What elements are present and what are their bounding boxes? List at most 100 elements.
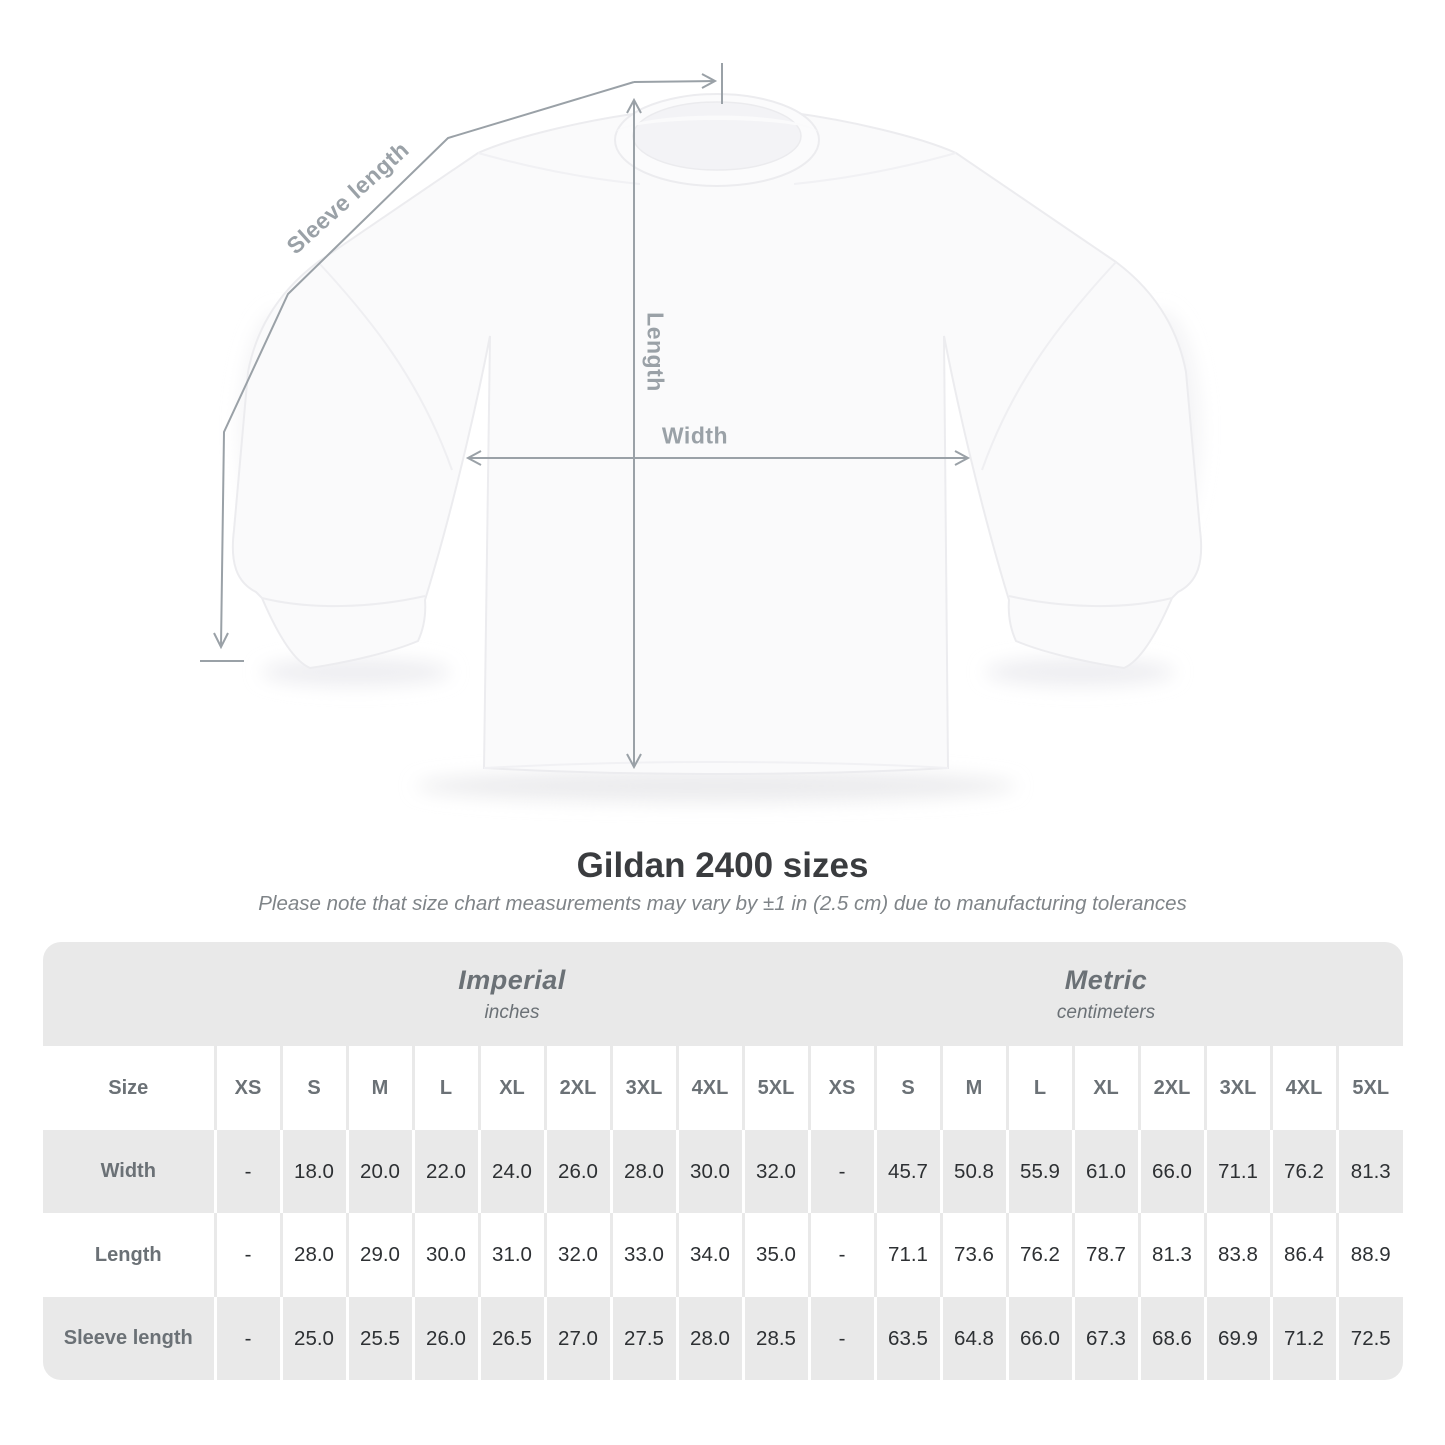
size-col-header: M (939, 1046, 1007, 1130)
measurement-cell: 83.8 (1203, 1213, 1271, 1297)
size-col-header: 5XL (741, 1046, 809, 1130)
measurement-cell: 32.0 (741, 1130, 809, 1213)
size-col-header: L (411, 1046, 479, 1130)
measurement-cell: 34.0 (675, 1213, 743, 1297)
shirt-collar (614, 93, 820, 187)
measurement-cell: 28.0 (279, 1213, 347, 1297)
measurement-cell: 20.0 (345, 1130, 413, 1213)
measurement-cell: 28.0 (675, 1297, 743, 1380)
measurement-cell: 61.0 (1071, 1130, 1139, 1213)
measurement-cell: 78.7 (1071, 1213, 1139, 1297)
table-row-length: Length - 28.0 29.0 30.0 31.0 32.0 33.0 3… (43, 1213, 1403, 1297)
row-label: Length (43, 1213, 215, 1297)
measurement-cell: 26.0 (411, 1297, 479, 1380)
measurement-cell: 22.0 (411, 1130, 479, 1213)
measurement-cell: 25.0 (279, 1297, 347, 1380)
imperial-group-name: Imperial (458, 964, 566, 995)
measurement-cell: - (807, 1297, 875, 1380)
measurement-cell: 45.7 (873, 1130, 941, 1213)
measurement-cell: 76.2 (1269, 1130, 1337, 1213)
row-label: Sleeve length (43, 1297, 215, 1380)
shirt-illustration (200, 63, 1203, 802)
table-row-sleeve-length: Sleeve length - 25.0 25.5 26.0 26.5 27.0… (43, 1297, 1403, 1380)
length-arrow (626, 97, 642, 770)
measurement-cell: - (213, 1213, 281, 1297)
size-col-header: XS (213, 1046, 281, 1130)
measurement-cell: 86.4 (1269, 1213, 1337, 1297)
measurement-cell: 24.0 (477, 1130, 545, 1213)
size-col-header: 4XL (1269, 1046, 1337, 1130)
measurement-cell: - (807, 1130, 875, 1213)
measurement-cell: 25.5 (345, 1297, 413, 1380)
measurement-cell: 26.0 (543, 1130, 611, 1213)
table-row-width: Width - 18.0 20.0 22.0 24.0 26.0 28.0 30… (43, 1130, 1403, 1213)
size-col-header: XL (1071, 1046, 1139, 1130)
metric-group-header: Metric centimeters (809, 942, 1403, 1046)
measurement-cell: 72.5 (1335, 1297, 1403, 1380)
measurement-cell: - (213, 1130, 281, 1213)
measurement-cell: 27.0 (543, 1297, 611, 1380)
size-col-header: S (873, 1046, 941, 1130)
measurement-cell: 27.5 (609, 1297, 677, 1380)
measurement-cell: 26.5 (477, 1297, 545, 1380)
measurement-cell: 50.8 (939, 1130, 1007, 1213)
size-col-header: XS (807, 1046, 875, 1130)
measurement-cell: 35.0 (741, 1213, 809, 1297)
measurement-cell: 30.0 (411, 1213, 479, 1297)
measurement-cell: 66.0 (1137, 1130, 1205, 1213)
measurement-cell: 88.9 (1335, 1213, 1403, 1297)
shirt-diagram: Sleeve length Length Width (200, 63, 1203, 802)
measurement-cell: 29.0 (345, 1213, 413, 1297)
measurement-cell: 33.0 (609, 1213, 677, 1297)
width-arrow (465, 450, 971, 466)
metric-group-name: Metric (1064, 964, 1148, 995)
size-col-header: 3XL (1203, 1046, 1271, 1130)
length-label: Length (642, 312, 669, 392)
measurement-cell: 66.0 (1005, 1297, 1073, 1380)
size-col-header: XL (477, 1046, 545, 1130)
metric-group-unit: centimeters (1056, 1001, 1156, 1023)
measurement-cell: 69.9 (1203, 1297, 1271, 1380)
measurement-cell: 28.5 (741, 1297, 809, 1380)
shirt-body (231, 105, 1203, 775)
size-table: Imperial inches Metric centimeters Size … (43, 942, 1403, 1380)
measurement-cell: 67.3 (1071, 1297, 1139, 1380)
measurement-cell: 28.0 (609, 1130, 677, 1213)
size-col-header: S (279, 1046, 347, 1130)
size-col-header: M (345, 1046, 413, 1130)
width-label: Width (661, 422, 729, 449)
size-col-header: L (1005, 1046, 1073, 1130)
size-col-header: 4XL (675, 1046, 743, 1130)
corner-cell (43, 942, 215, 1046)
size-col-header: 2XL (1137, 1046, 1205, 1130)
imperial-group-header: Imperial inches (215, 942, 809, 1046)
tolerance-note: Please note that size chart measurements… (258, 892, 1187, 915)
page-title: Gildan 2400 sizes (576, 846, 869, 885)
measurement-cell: 18.0 (279, 1130, 347, 1213)
size-header-row: Size XS S M L XL 2XL 3XL 4XL 5XL XS S M … (43, 1046, 1403, 1130)
measurement-cell: 32.0 (543, 1213, 611, 1297)
row-label: Width (43, 1130, 215, 1213)
measurement-cell: - (213, 1297, 281, 1380)
measurement-cell: 31.0 (477, 1213, 545, 1297)
size-col-header: 3XL (609, 1046, 677, 1130)
measurement-cell: 63.5 (873, 1297, 941, 1380)
measurement-cell: 71.1 (873, 1213, 941, 1297)
measurement-cell: 76.2 (1005, 1213, 1073, 1297)
imperial-group-unit: inches (484, 1001, 540, 1023)
measurement-cell: 64.8 (939, 1297, 1007, 1380)
measurement-cell: 68.6 (1137, 1297, 1205, 1380)
measurement-cell: 81.3 (1137, 1213, 1205, 1297)
measurement-cell: 71.1 (1203, 1130, 1271, 1213)
size-col-header: 2XL (543, 1046, 611, 1130)
measurement-cell: 55.9 (1005, 1130, 1073, 1213)
sleeve-length-arrow (200, 63, 723, 662)
measurement-cell: 30.0 (675, 1130, 743, 1213)
unit-group-row: Imperial inches Metric centimeters (43, 942, 1403, 1046)
measurement-cell: 81.3 (1335, 1130, 1403, 1213)
size-col-header: 5XL (1335, 1046, 1403, 1130)
size-header-cell: Size (43, 1046, 215, 1130)
measurement-cell: 71.2 (1269, 1297, 1337, 1380)
measurement-cell: 73.6 (939, 1213, 1007, 1297)
